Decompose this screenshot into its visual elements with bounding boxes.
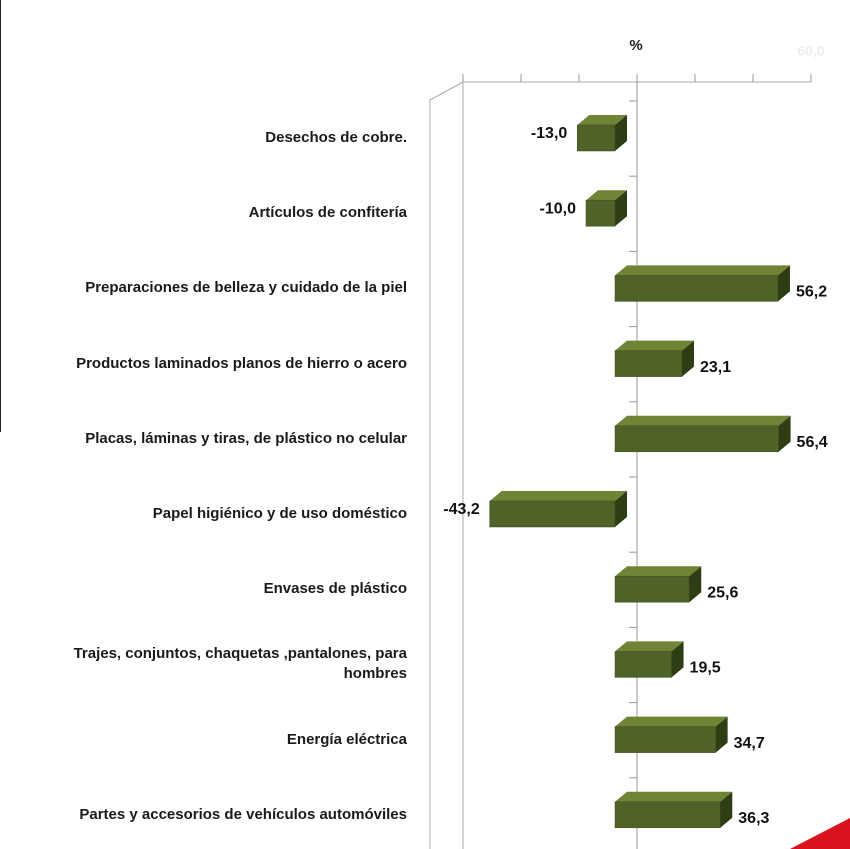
- bar-top: [615, 340, 694, 351]
- bar-side: [689, 566, 702, 603]
- data-label: 19,5: [690, 660, 721, 677]
- bar: [614, 801, 721, 829]
- bar: [489, 500, 616, 528]
- bar-side: [777, 265, 790, 302]
- data-label: 56,4: [797, 434, 828, 451]
- y-tick-label: Productos laminados planos de hierro o a…: [76, 354, 407, 372]
- bar-top: [615, 641, 684, 652]
- y-tick-label: Placas, láminas y tiras, de plástico no …: [85, 429, 407, 447]
- data-label: -43,2: [443, 501, 480, 518]
- bar: [614, 425, 779, 453]
- bar: [614, 275, 779, 302]
- bar: [614, 350, 683, 377]
- bar-side: [681, 340, 694, 377]
- axis-label: %: [629, 37, 642, 54]
- bar: [585, 199, 616, 227]
- y-tick-label: Desechos de cobre.: [265, 129, 407, 146]
- data-label: -10,0: [540, 200, 577, 217]
- y-tick-label: Energía eléctrica: [286, 730, 407, 748]
- bar-side: [615, 491, 627, 527]
- y-tick-label: Preparaciones de belleza y cuidado de la…: [85, 279, 407, 297]
- y-tick-label: Envases de plástico: [263, 580, 407, 598]
- bar-top: [489, 491, 627, 501]
- bar-side: [720, 791, 733, 828]
- bar-top: [586, 190, 627, 201]
- bar: [614, 651, 672, 678]
- bar-side: [615, 190, 627, 227]
- x-tick-label: 60,0: [797, 43, 824, 59]
- data-label: 36,3: [738, 810, 769, 827]
- data-label: -13,0: [531, 125, 568, 142]
- bar-top: [615, 716, 728, 727]
- y-tick-label: Partes y accesorios de vehículos automóv…: [79, 805, 407, 823]
- bar-side: [615, 115, 627, 151]
- bar-top: [615, 791, 733, 802]
- data-label: 25,6: [707, 584, 738, 601]
- bar-top: [615, 415, 791, 426]
- data-label: 23,1: [700, 359, 731, 376]
- y-tick-label: Papel higiénico y de uso doméstico: [152, 505, 407, 522]
- bar-top: [615, 265, 790, 276]
- corner-decoration: [790, 818, 850, 849]
- side-wall: [429, 81, 464, 849]
- bar: [577, 124, 616, 152]
- bar: [614, 726, 716, 753]
- bar: [614, 575, 690, 603]
- bar-side: [715, 716, 728, 753]
- data-label: 34,7: [734, 735, 765, 752]
- bar-side: [778, 415, 791, 452]
- y-tick-label: Trajes, conjuntos, chaquetas ,pantalones…: [73, 645, 407, 683]
- data-label: 56,2: [796, 284, 827, 301]
- bar-top: [615, 566, 702, 577]
- y-tick-label: Artículos de confitería: [248, 204, 407, 222]
- bar-side: [671, 641, 684, 678]
- bar-top: [577, 115, 627, 125]
